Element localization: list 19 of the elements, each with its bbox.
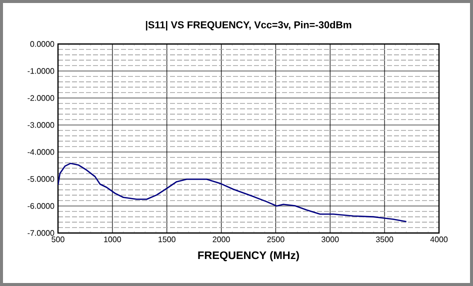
chart-title: |S11| VS FREQUENCY, Vcc=3v, Pin=-30dBm (146, 21, 352, 30)
y-tick-label: -1.0000 (28, 68, 54, 74)
y-tick-label: -5.0000 (28, 176, 54, 182)
y-tick-label: -7.0000 (28, 230, 54, 236)
y-tick-label: -6.0000 (28, 203, 54, 209)
y-tick-label: -2.0000 (28, 95, 54, 101)
x-tick-label: 3000 (322, 236, 339, 242)
line-series (58, 162, 407, 222)
x-axis-title: FREQUENCY (MHz) (198, 251, 299, 262)
x-tick-label: 2000 (212, 236, 230, 242)
x-tick-label: 1500 (158, 236, 176, 242)
x-tick-label: 500 (52, 236, 64, 242)
x-tick-label: 3500 (376, 236, 394, 242)
y-tick-label: 0.0000 (30, 41, 54, 47)
y-tick-label: -3.0000 (28, 122, 54, 128)
y-tick-label: -4.0000 (28, 149, 54, 155)
x-tick-label: 1000 (104, 236, 122, 242)
x-tick-label: 4000 (430, 236, 448, 242)
x-tick-label: 2500 (267, 236, 284, 242)
